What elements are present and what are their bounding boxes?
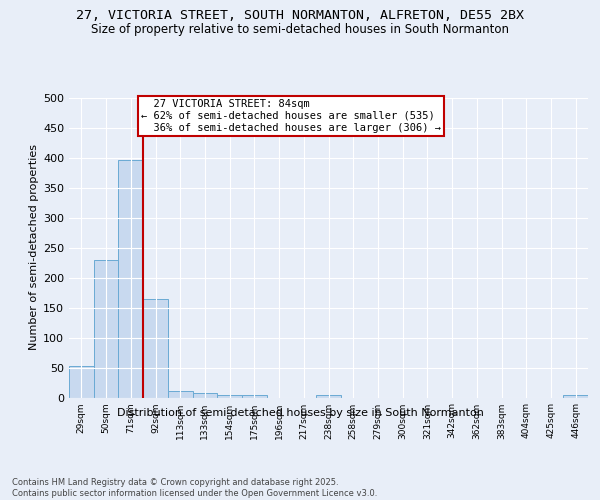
Bar bbox=[118, 160, 143, 398]
Bar bbox=[242, 394, 267, 398]
Bar bbox=[217, 394, 242, 398]
Text: Contains HM Land Registry data © Crown copyright and database right 2025.
Contai: Contains HM Land Registry data © Crown c… bbox=[12, 478, 377, 498]
Y-axis label: Number of semi-detached properties: Number of semi-detached properties bbox=[29, 144, 39, 350]
Text: Size of property relative to semi-detached houses in South Normanton: Size of property relative to semi-detach… bbox=[91, 22, 509, 36]
Bar bbox=[563, 395, 588, 398]
Bar bbox=[143, 298, 168, 398]
Text: Distribution of semi-detached houses by size in South Normanton: Distribution of semi-detached houses by … bbox=[116, 408, 484, 418]
Text: 27, VICTORIA STREET, SOUTH NORMANTON, ALFRETON, DE55 2BX: 27, VICTORIA STREET, SOUTH NORMANTON, AL… bbox=[76, 9, 524, 22]
Bar bbox=[94, 260, 118, 398]
Bar bbox=[168, 391, 193, 398]
Bar bbox=[69, 366, 94, 398]
Text: 27 VICTORIA STREET: 84sqm
← 62% of semi-detached houses are smaller (535)
  36% : 27 VICTORIA STREET: 84sqm ← 62% of semi-… bbox=[140, 100, 440, 132]
Bar bbox=[193, 392, 217, 398]
Bar bbox=[316, 395, 341, 398]
